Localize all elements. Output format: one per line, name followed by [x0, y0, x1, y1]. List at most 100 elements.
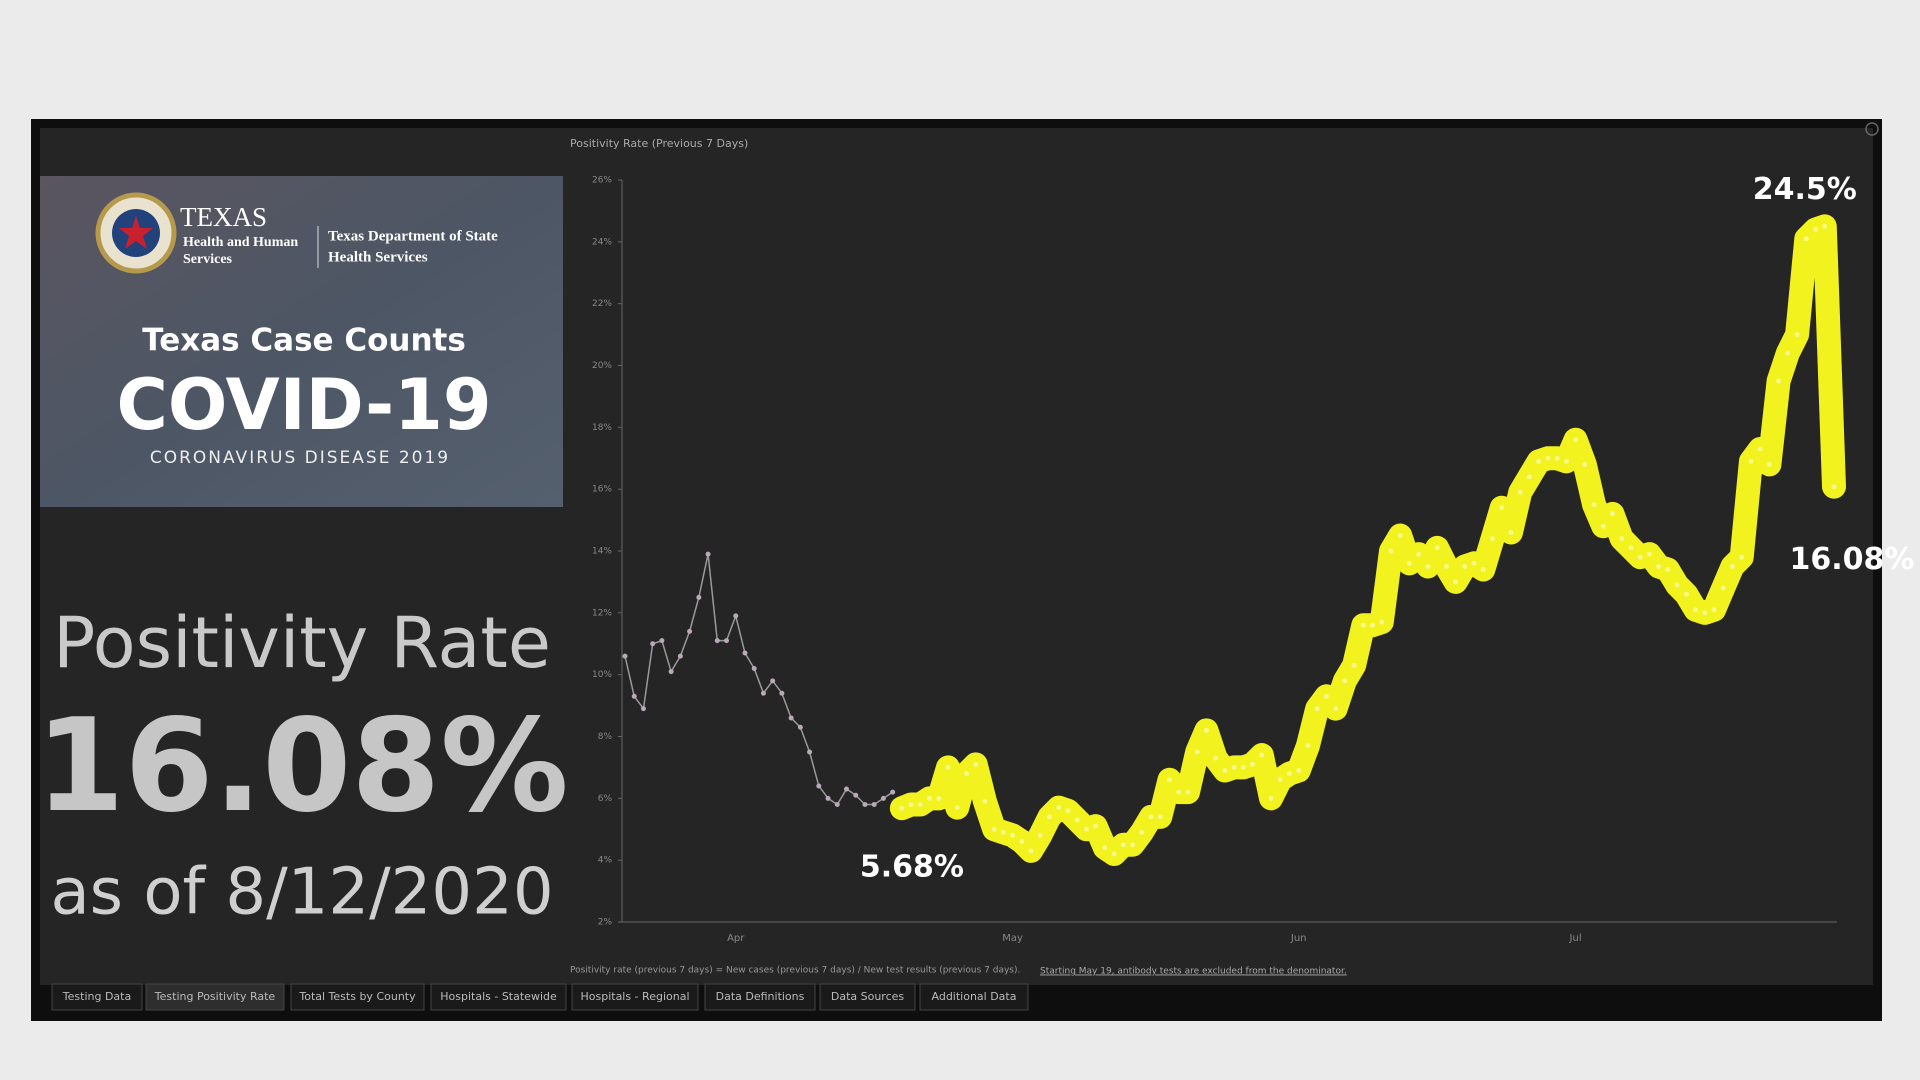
data-point [807, 749, 813, 755]
data-point [1766, 461, 1772, 467]
data-point [1453, 579, 1459, 585]
y-tick-label: 4% [598, 856, 613, 866]
data-point [1231, 764, 1237, 770]
data-point [1019, 839, 1025, 845]
tab[interactable] [430, 983, 567, 1011]
data-point [1148, 814, 1154, 820]
data-point [1526, 474, 1532, 480]
data-point [936, 795, 942, 801]
data-point [1028, 848, 1034, 854]
data-point [1545, 455, 1551, 461]
data-point [954, 805, 960, 811]
data-point [1831, 484, 1837, 490]
data-point [1296, 768, 1302, 774]
data-point [1305, 743, 1311, 749]
data-point [1111, 851, 1117, 857]
data-point [1314, 706, 1320, 712]
data-point [1702, 610, 1708, 616]
data-point [742, 650, 748, 656]
y-tick-label: 6% [598, 794, 613, 804]
data-point [1480, 567, 1486, 573]
data-point [1665, 567, 1671, 573]
data-point [1416, 551, 1422, 557]
emblem-star [119, 216, 153, 249]
data-point [1434, 545, 1440, 551]
data-point [991, 826, 997, 832]
tab-label[interactable]: Hospitals - Regional [580, 990, 689, 1003]
data-point [1573, 437, 1579, 443]
data-point [1157, 814, 1163, 820]
data-point [1323, 693, 1329, 699]
covid-title: COVID-19 [116, 364, 491, 446]
tab-label[interactable]: Additional Data [932, 990, 1017, 1003]
data-point [1683, 591, 1689, 597]
y-tick-label: 14% [592, 547, 612, 557]
data-point [724, 638, 730, 644]
data-point [696, 594, 702, 600]
chart-footnote-link[interactable]: Starting May 19, antibody tests are excl… [1040, 967, 1347, 977]
data-point [1619, 536, 1625, 542]
data-point [1010, 832, 1016, 838]
data-point [1370, 622, 1376, 628]
data-point [631, 693, 637, 699]
data-point [1065, 808, 1071, 814]
data-point [1286, 771, 1292, 777]
data-point [1656, 563, 1662, 569]
data-point [963, 771, 969, 777]
data-point [1268, 795, 1274, 801]
data-point [1259, 752, 1265, 758]
data-point [1176, 789, 1182, 795]
data-point [1785, 350, 1791, 356]
summary-label: Positivity Rate [53, 602, 551, 684]
data-label: 5.68% [860, 850, 964, 885]
tab-label[interactable]: Total Tests by County [298, 990, 416, 1003]
data-point [659, 638, 665, 644]
tab[interactable] [571, 983, 699, 1011]
data-point [973, 761, 979, 767]
data-point [714, 638, 720, 644]
tab[interactable] [704, 983, 816, 1011]
data-point [1250, 761, 1256, 767]
tab-label[interactable]: Hospitals - Statewide [440, 990, 557, 1003]
data-point [779, 690, 785, 696]
tab[interactable] [145, 983, 285, 1011]
x-tick-label: Apr [727, 933, 745, 944]
data-point [1720, 585, 1726, 591]
data-point [1490, 536, 1496, 542]
y-tick-label: 24% [592, 237, 612, 247]
tab-label[interactable]: Data Sources [831, 990, 905, 1003]
data-label: 16.08% [1790, 542, 1915, 577]
tab-bar: Testing Data Testing Positivity Rate Total… [51, 983, 1029, 1011]
tab[interactable] [919, 983, 1029, 1011]
agency-sub: Services [183, 252, 233, 267]
data-point [1213, 755, 1219, 761]
y-tick-label: 16% [592, 485, 612, 495]
data-point [853, 792, 859, 798]
data-point [871, 802, 877, 808]
tab[interactable] [290, 983, 425, 1011]
data-point [677, 653, 683, 659]
y-tick-label: 22% [592, 299, 612, 309]
data-point [908, 802, 914, 808]
data-point [1508, 529, 1514, 535]
tab-label[interactable]: Data Definitions [716, 990, 805, 1003]
tab[interactable] [51, 983, 143, 1011]
data-point [843, 786, 849, 792]
data-point [797, 724, 803, 730]
tab-label[interactable]: Testing Positivity Rate [154, 990, 276, 1003]
data-point [1813, 226, 1819, 232]
data-point [890, 789, 896, 795]
data-point [834, 802, 840, 808]
y-tick-label: 18% [592, 423, 612, 433]
tab[interactable] [819, 983, 916, 1011]
data-point [705, 551, 711, 557]
data-point [1693, 607, 1699, 613]
data-point [668, 669, 674, 675]
data-point [1397, 533, 1403, 539]
data-point [1563, 458, 1569, 464]
data-point [1379, 619, 1385, 625]
tab-label[interactable]: Testing Data [62, 990, 131, 1003]
data-point [1047, 814, 1053, 820]
